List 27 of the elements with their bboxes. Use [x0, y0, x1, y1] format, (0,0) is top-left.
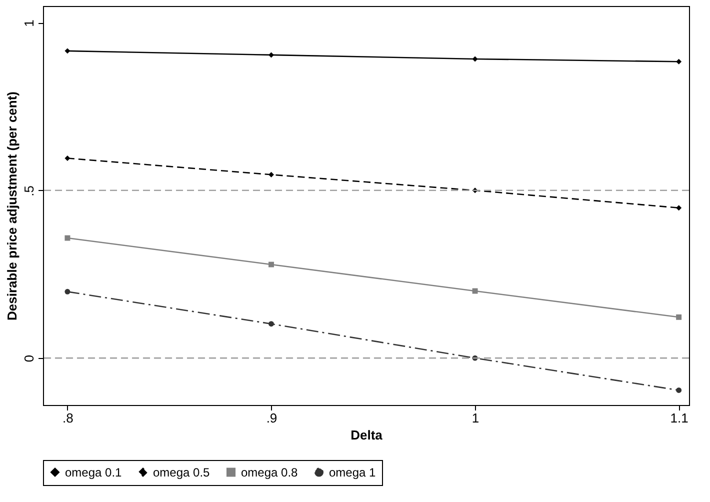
- point: [64, 235, 70, 241]
- point: [268, 262, 274, 268]
- point: [268, 321, 274, 327]
- y-tick-label: 0: [22, 354, 36, 362]
- y-axis-title: Desirable price adjustment (per cent): [4, 91, 20, 321]
- point: [472, 56, 478, 62]
- point: [64, 48, 70, 54]
- point: [64, 288, 70, 294]
- point: [64, 155, 70, 161]
- y-tick-label: 1: [22, 20, 36, 27]
- x-tick-label: .9: [266, 410, 278, 426]
- point: [268, 52, 274, 58]
- point: [676, 205, 682, 211]
- legend-label: omega 1: [329, 465, 376, 480]
- legend-label: omega 0.8: [241, 465, 298, 480]
- point: [472, 288, 478, 294]
- point: [676, 314, 682, 320]
- legend-label: omega 0.1: [65, 465, 122, 480]
- x-tick-label: .8: [62, 410, 74, 426]
- point: [268, 172, 274, 178]
- legend-label: omega 0.5: [153, 465, 210, 480]
- y-tick-label: .5: [22, 185, 36, 196]
- x-tick-label: 1.1: [670, 410, 688, 426]
- point: [676, 388, 682, 393]
- x-axis-title: Delta: [350, 428, 384, 442]
- point: [676, 58, 682, 64]
- x-tick-label: 1: [472, 410, 480, 426]
